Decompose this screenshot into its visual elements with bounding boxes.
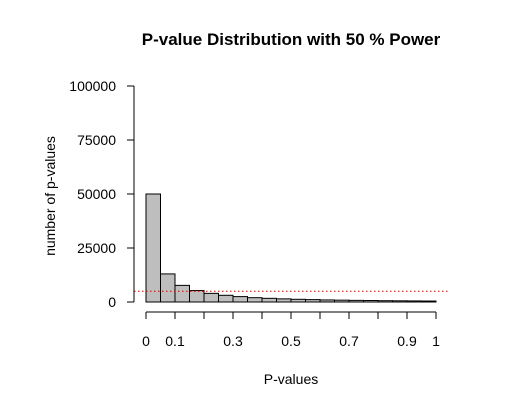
chart-title: P-value Distribution with 50 % Power: [142, 30, 441, 49]
x-tick-label: 1: [432, 333, 440, 349]
histogram-bar: [421, 300, 437, 303]
histogram-bar: [261, 297, 277, 303]
x-axis: 0 0.1 0.3 0.5 0.7 0.9 1: [142, 311, 440, 349]
y-axis: 0 25000 50000 75000 100000: [69, 78, 135, 310]
histogram-bar: [145, 193, 161, 303]
x-axis-title: P-values: [264, 371, 318, 387]
histogram-bars: [145, 193, 437, 303]
y-tick-label: 25000: [77, 240, 116, 256]
histogram-bar: [377, 300, 393, 303]
histogram-bar: [319, 299, 335, 303]
x-tick-label: 0.9: [397, 333, 417, 349]
histogram-bar: [174, 284, 190, 303]
histogram-bar: [348, 299, 364, 303]
y-tick-label: 0: [108, 294, 116, 310]
histogram-bar: [406, 300, 422, 303]
x-tick-label: 0.1: [165, 333, 185, 349]
histogram-bar: [334, 299, 350, 303]
y-axis-title: number of p-values: [42, 136, 58, 256]
histogram-bar: [247, 297, 263, 303]
y-tick-label: 50000: [77, 186, 116, 202]
histogram-bar: [305, 299, 321, 303]
histogram-bar: [276, 298, 292, 303]
y-tick-label: 100000: [69, 78, 116, 94]
histogram-bar: [218, 294, 234, 303]
histogram-bar: [160, 273, 176, 303]
histogram-bar: [363, 299, 379, 303]
x-tick-label: 0.7: [339, 333, 359, 349]
histogram-bar: [232, 296, 248, 303]
histogram-bar: [203, 292, 219, 303]
histogram-bar: [189, 290, 205, 303]
x-tick-label: 0.3: [223, 333, 243, 349]
x-tick-label: 0: [142, 333, 150, 349]
histogram-bar: [290, 298, 306, 303]
y-tick-label: 75000: [77, 132, 116, 148]
histogram-bar: [392, 300, 408, 303]
x-tick-label: 0.5: [281, 333, 301, 349]
